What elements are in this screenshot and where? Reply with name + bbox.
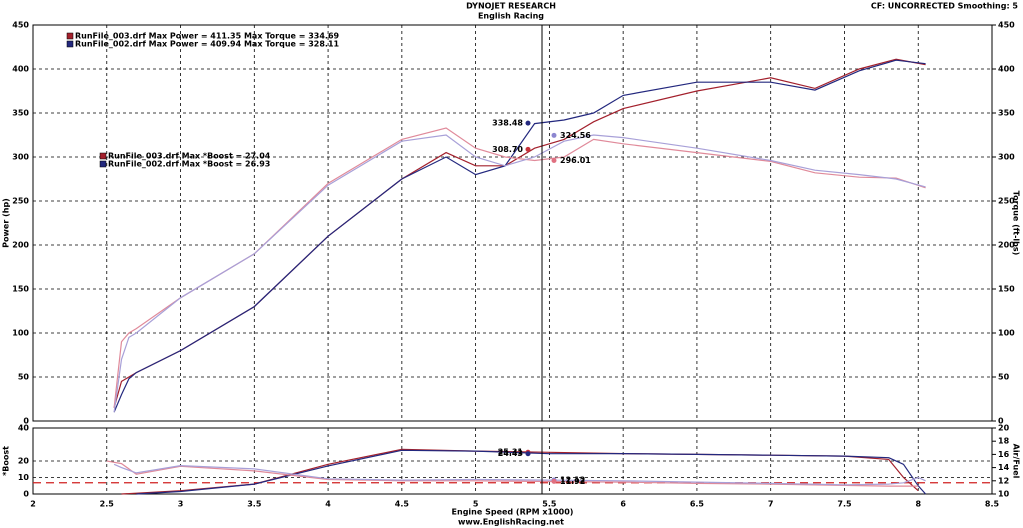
y2-tick-label: 0 [998,417,1004,426]
y-tick-label: 100 [12,329,29,338]
title: DYNOJET RESEARCH [466,2,556,11]
x-tick-label: 8 [915,500,921,509]
x-tick-label: 3.5 [247,500,262,509]
x-tick-label: 2.5 [100,500,115,509]
x-tick-label: 4 [325,500,331,509]
x-tick-label: 3 [178,500,184,509]
legend-entry: RunFile_002.drf Max Power = 409.94 Max T… [75,40,340,49]
legend-swatch [66,32,74,40]
x-tick-label: 6 [620,500,626,509]
x-axis-label: Engine Speed (RPM x1000) [452,508,574,517]
y-tick-label: 0 [23,490,29,499]
series-line [113,127,926,408]
cursor-point [525,120,531,126]
y-axis-label: Power (hp) [2,198,11,248]
series-line [136,449,927,495]
settings: CF: UNCORRECTED Smoothing: 5 [871,2,1019,11]
y-tick-label: 40 [18,424,30,433]
x-tick-label: 8.5 [985,500,1000,509]
cursor-point [525,146,531,152]
y-tick-label: 0 [23,417,29,426]
y-tick-label: 400 [12,65,29,74]
plot-frame [32,24,993,422]
cursor-value-label: 11.92 [560,477,585,486]
y-tick-label: 10 [18,473,30,482]
legend-entry: RunFile_002.drf Max *Boost = 26.93 [108,160,270,169]
cursor-value-label: 24.43 [498,449,523,458]
cursor-point [551,132,557,138]
y2-tick-label: 100 [998,329,1015,338]
y2-axis-label: Torque (ft-lbs) [1012,191,1021,256]
y-tick-label: 20 [18,457,30,466]
x-tick-label: 5 [473,500,479,509]
x-tick-label: 4.5 [395,500,410,509]
y2-tick-label: 10 [998,490,1010,499]
y2-axis-label: Air/Fuel [1012,444,1021,479]
y2-tick-label: 16 [998,450,1010,459]
cursor-value-label: 324.56 [560,131,591,140]
y2-tick-label: 150 [998,285,1015,294]
x-tick-label: 2 [30,500,36,509]
x-tick-label: 6.5 [690,500,705,509]
series-line [113,58,926,408]
y-tick-label: 300 [12,153,29,162]
series-line [113,134,926,413]
y-tick-label: 450 [12,21,29,30]
y2-tick-label: 20 [998,424,1010,433]
x-tick-label: 7.5 [837,500,852,509]
y2-tick-label: 250 [998,197,1015,206]
legend-entry: RunFile_003.drf Max Power = 411.35 Max T… [75,32,340,41]
y-tick-label: 200 [12,241,29,250]
footer: www.EnglishRacing.net [458,518,564,527]
y2-tick-label: 350 [998,109,1015,118]
legend-entry: RunFile_003.drf Max *Boost = 27.04 [108,152,271,161]
y-tick-label: 150 [12,285,29,294]
y2-tick-label: 400 [998,65,1015,74]
y2-tick-label: 12 [998,476,1009,485]
subtitle: English Racing [478,12,544,21]
cursor-point [525,451,531,457]
legend-swatch [99,152,107,160]
y2-tick-label: 14 [998,463,1010,472]
y2-tick-label: 200 [998,241,1015,250]
cursor-value-label: 12.12 [560,476,585,485]
cursor-point [551,478,557,484]
plot-frame [32,427,993,495]
y2-tick-label: 450 [998,21,1015,30]
cursor-value-label: 25.31 [498,448,524,457]
legend-swatch [66,40,74,48]
series-line [113,463,926,486]
y-axis-label: *Boost [2,446,11,476]
legend-swatch [99,160,107,168]
x-tick-label: 5.5 [542,500,557,509]
y-tick-label: 50 [18,373,30,382]
y2-tick-label: 18 [998,437,1010,446]
cursor-value-label: 308.70 [492,145,523,154]
cursor-value-label: 338.48 [492,119,523,128]
cursor-value-label: 296.01 [560,156,591,165]
y-tick-label: 350 [12,109,29,118]
y2-tick-label: 50 [998,373,1010,382]
x-tick-label: 7 [768,500,774,509]
cursor-point [551,158,557,164]
y2-tick-label: 300 [998,153,1015,162]
y-tick-label: 250 [12,197,29,206]
